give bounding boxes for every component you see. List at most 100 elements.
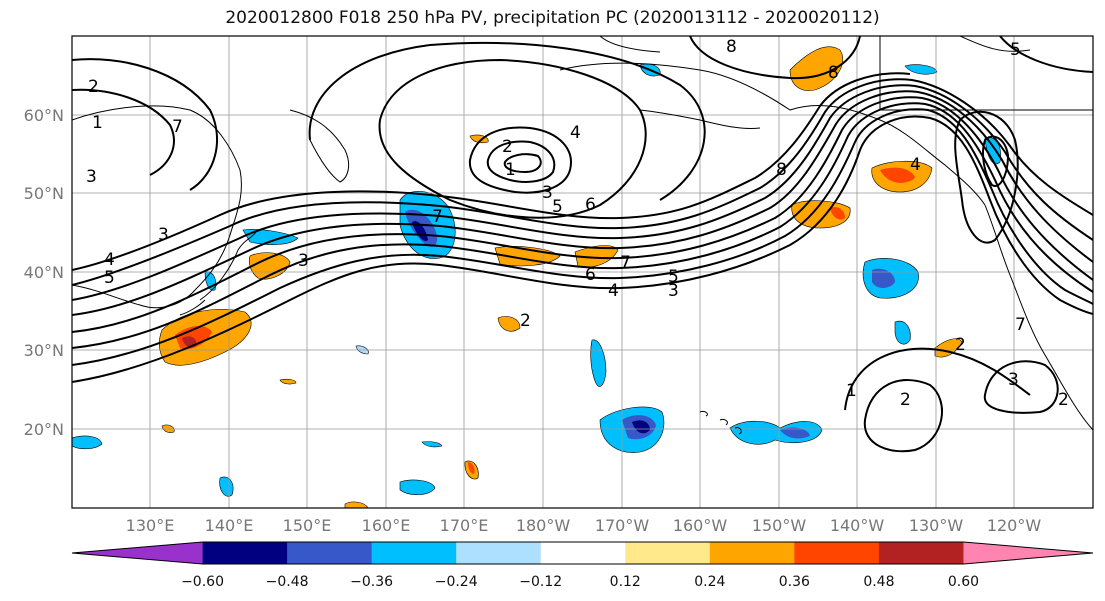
- pv-contour-labels: 1 2 3 7 4 5 3 3 1 2 3 5 6 4 7 6 7 4 5 3 …: [86, 37, 1069, 410]
- latitude-labels: 60°N 50°N 40°N 30°N 20°N: [24, 106, 64, 439]
- pv-contour-label: 2: [900, 390, 911, 410]
- lon-label: 150°E: [283, 516, 332, 535]
- precip-patch: [880, 167, 915, 183]
- precip-patch: [789, 46, 844, 91]
- pv-contour-label: 8: [726, 37, 737, 57]
- colorbar-swatch: [202, 542, 288, 564]
- precip-patch: [780, 427, 810, 439]
- pv-contour: [72, 78, 1093, 286]
- coastline-north-america: [984, 204, 1093, 431]
- map-title: 2020012800 F018 250 hPa PV, precipitatio…: [225, 8, 880, 28]
- pv-contour-label: 8: [828, 63, 839, 83]
- pv-contour: [954, 110, 1019, 244]
- lat-label: 50°N: [24, 184, 64, 203]
- pv-contour: [72, 102, 1093, 349]
- lon-label: 170°W: [595, 516, 650, 535]
- pv-contour-label: 4: [910, 155, 921, 175]
- pv-contour: [72, 115, 1093, 383]
- colorbar-swatch: [287, 542, 373, 564]
- precip-patch: [894, 320, 911, 345]
- colorbar-tick-label: −0.24: [435, 574, 478, 590]
- pv-contour: [503, 153, 542, 174]
- pv-contour-label: 5: [1010, 40, 1021, 60]
- precip-patch: [175, 325, 212, 350]
- pv-contour: [983, 360, 1059, 414]
- pv-contour: [72, 58, 219, 191]
- lon-label: 130°E: [126, 516, 175, 535]
- pv-contour-label: 1: [846, 381, 857, 401]
- colorbar-extend-high: [963, 542, 1093, 564]
- pv-contour-label: 2: [502, 137, 513, 157]
- colorbar-swatch: [709, 542, 795, 564]
- pv-contour-label: 6: [585, 265, 596, 285]
- precip-patch: [590, 339, 607, 387]
- precip-patch: [934, 338, 963, 358]
- lon-label: 180°W: [516, 516, 571, 535]
- colorbar-tick-label: 0.12: [610, 574, 641, 590]
- lat-label: 40°N: [24, 263, 64, 282]
- coastline-kamchatka: [289, 109, 350, 183]
- colorbar-tick-label: −0.60: [181, 574, 224, 590]
- coastlines: [72, 36, 1093, 435]
- colorbar: [71, 541, 1094, 565]
- coastline-japan: [179, 231, 257, 316]
- lon-label: 170°E: [440, 516, 489, 535]
- lon-label: 120°W: [987, 516, 1042, 535]
- pv-contour-label: 3: [298, 251, 309, 271]
- colorbar-swatch: [794, 542, 880, 564]
- precip-patch: [279, 378, 297, 385]
- colorbar-swatch: [456, 542, 542, 564]
- pv-contour-label: 2: [955, 335, 966, 355]
- pv-contour-label: 3: [86, 167, 97, 187]
- pv-contours: [72, 36, 1093, 453]
- longitude-labels: 130°E 140°E 150°E 160°E 170°E 180°W 170°…: [126, 516, 1042, 535]
- pv-contour: [72, 96, 1093, 333]
- precip-patch: [344, 501, 369, 508]
- pv-contour-label: 4: [104, 250, 115, 270]
- precip-patch: [497, 316, 521, 332]
- lon-label: 160°W: [673, 516, 728, 535]
- colorbar-tick-labels: −0.60 −0.48 −0.36 −0.24 −0.12 0.12 0.24 …: [181, 574, 979, 590]
- colorbar-swatch: [540, 542, 626, 564]
- coastline-asia: [72, 105, 242, 309]
- pv-contour-label: 5: [104, 268, 115, 288]
- colorbar-tick-label: 0.48: [863, 574, 894, 590]
- colorbar-extend-low: [72, 542, 203, 564]
- pv-contour-label: 6: [585, 195, 596, 215]
- pv-contour: [378, 58, 647, 219]
- lon-label: 130°W: [909, 516, 964, 535]
- colorbar-tick-label: 0.60: [948, 574, 979, 590]
- pv-contour: [468, 126, 572, 194]
- lat-label: 20°N: [24, 420, 64, 439]
- map-frame: [71, 35, 1094, 509]
- lat-label: 30°N: [24, 341, 64, 360]
- map-grid: [72, 36, 1093, 508]
- pv-contour-label: 1: [92, 113, 103, 133]
- pv-contour-label: 3: [542, 183, 553, 203]
- lon-label: 140°E: [205, 516, 254, 535]
- coastline-alaska: [559, 62, 986, 206]
- colorbar-swatch: [371, 542, 457, 564]
- pv-contour: [72, 88, 175, 176]
- precip-patch: [468, 462, 475, 474]
- precip-patch: [872, 268, 895, 288]
- colorbar-tick-label: −0.48: [266, 574, 309, 590]
- pv-contour: [999, 36, 1093, 73]
- precip-patch: [904, 64, 938, 75]
- colorbar-swatch: [878, 542, 964, 564]
- pv-contour: [863, 379, 943, 453]
- colorbar-tick-label: 0.36: [779, 574, 810, 590]
- pv-contour-label: 2: [1058, 390, 1069, 410]
- pv-contour: [689, 36, 861, 80]
- lon-label: 140°W: [830, 516, 885, 535]
- precip-negative-patches: [72, 63, 1001, 497]
- lon-label: 160°E: [362, 516, 411, 535]
- pv-contour-label: 3: [668, 281, 679, 301]
- precip-patch: [412, 221, 428, 241]
- pv-contour-label: 7: [172, 117, 183, 137]
- precip-patch: [399, 479, 436, 495]
- precip-patch: [830, 207, 845, 220]
- pv-contour: [72, 84, 1093, 301]
- pv-contour-label: 2: [88, 77, 99, 97]
